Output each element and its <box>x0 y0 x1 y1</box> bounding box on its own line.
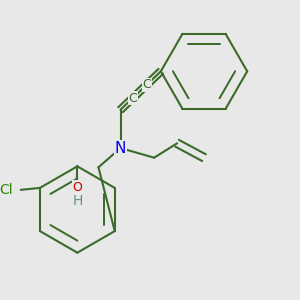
Text: N: N <box>115 141 126 156</box>
Text: O: O <box>72 181 82 194</box>
Text: Cl: Cl <box>0 183 13 197</box>
Text: H: H <box>72 194 82 208</box>
Text: C: C <box>128 92 137 105</box>
Text: C: C <box>142 78 151 91</box>
